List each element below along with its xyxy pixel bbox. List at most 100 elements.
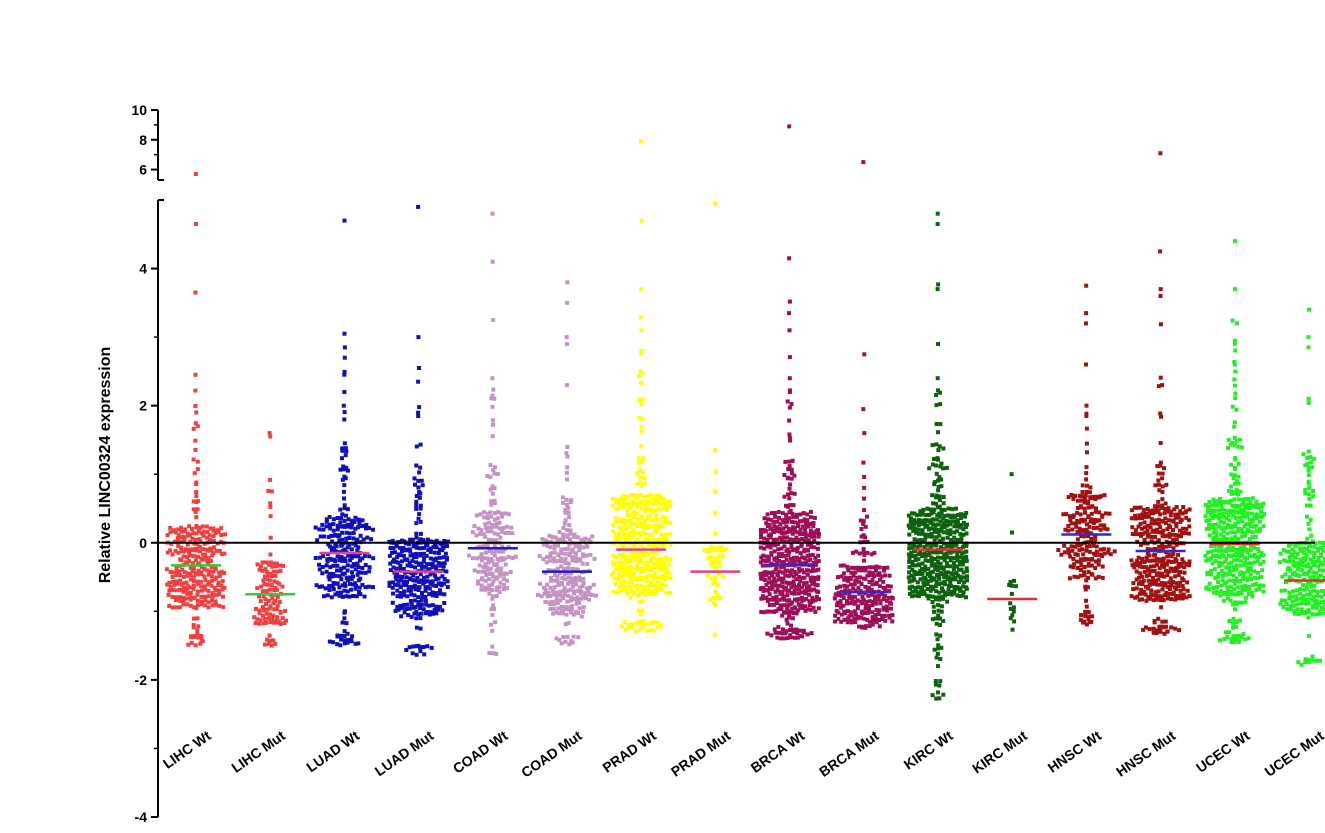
data-point	[941, 466, 945, 471]
data-point	[470, 530, 475, 535]
data-point	[768, 526, 773, 531]
data-point	[330, 539, 335, 544]
data-point	[1232, 424, 1237, 429]
data-point	[1262, 512, 1266, 517]
data-point	[941, 495, 946, 499]
data-point	[191, 499, 196, 504]
data-point	[1091, 543, 1096, 548]
data-point	[787, 124, 792, 129]
data-point	[562, 585, 567, 590]
data-point	[654, 561, 659, 566]
data-point	[657, 501, 662, 506]
data-point	[787, 569, 792, 574]
data-point	[485, 474, 490, 478]
data-point	[555, 578, 560, 583]
data-point	[404, 547, 409, 552]
data-point	[630, 622, 635, 627]
data-point	[923, 513, 928, 518]
data-point	[1248, 500, 1253, 505]
data-point	[1217, 524, 1222, 529]
data-point	[414, 506, 419, 511]
data-point	[1143, 592, 1148, 597]
data-point	[931, 522, 936, 527]
data-point	[766, 517, 771, 522]
data-point	[358, 533, 363, 538]
data-point	[778, 522, 783, 527]
data-point	[1207, 533, 1212, 538]
data-point	[806, 548, 810, 553]
data-point	[192, 554, 197, 559]
data-point	[841, 596, 846, 600]
data-point	[1204, 527, 1209, 531]
data-point	[934, 595, 939, 600]
data-point	[856, 565, 861, 570]
data-point	[639, 444, 644, 449]
data-point	[704, 549, 709, 554]
data-point	[907, 556, 912, 561]
data-point	[416, 204, 421, 209]
data-point	[494, 568, 499, 573]
data-point	[1246, 584, 1251, 589]
data-point	[654, 557, 659, 562]
data-point	[570, 584, 575, 589]
data-point	[851, 573, 856, 578]
data-point	[1151, 528, 1156, 533]
data-point	[1226, 588, 1231, 592]
data-point	[950, 507, 955, 512]
data-point	[1287, 596, 1292, 601]
data-point	[333, 573, 338, 578]
data-point	[943, 593, 947, 598]
data-point	[430, 579, 435, 584]
data-point	[350, 522, 354, 527]
data-point	[1315, 593, 1320, 598]
data-point	[1223, 526, 1228, 531]
data-point	[944, 561, 949, 566]
data-point	[627, 502, 632, 507]
data-point	[1102, 523, 1107, 528]
data-point	[946, 575, 951, 580]
data-point	[1231, 621, 1236, 626]
data-point	[1238, 570, 1243, 575]
data-point	[414, 652, 419, 657]
data-point	[1256, 549, 1261, 554]
data-point	[622, 579, 627, 584]
data-point	[617, 553, 622, 557]
data-point	[964, 549, 969, 554]
data-point	[939, 461, 944, 466]
data-point	[1146, 586, 1150, 591]
data-point	[1160, 383, 1165, 388]
data-point	[1231, 553, 1236, 558]
data-point	[1261, 553, 1266, 558]
data-point	[1219, 583, 1224, 588]
data-point	[341, 464, 346, 469]
data-point	[1168, 566, 1173, 571]
data-point	[1089, 517, 1094, 522]
data-point	[182, 574, 186, 579]
data-point	[629, 521, 634, 526]
data-point	[1238, 510, 1243, 515]
data-point	[437, 547, 442, 552]
data-point	[1248, 548, 1253, 553]
data-point	[1073, 544, 1078, 549]
data-point	[776, 542, 780, 547]
data-point	[633, 629, 638, 634]
data-point	[1163, 521, 1168, 525]
data-point	[1235, 509, 1240, 514]
data-point	[194, 606, 199, 611]
data-point	[783, 459, 788, 464]
data-point	[324, 519, 329, 524]
data-point	[498, 570, 503, 575]
data-point	[1203, 553, 1208, 558]
data-point	[1238, 633, 1243, 638]
data-point	[784, 530, 789, 535]
data-point	[561, 526, 566, 530]
data-point	[579, 596, 584, 601]
data-point	[923, 575, 928, 580]
data-point	[561, 589, 566, 593]
data-point	[1232, 587, 1237, 592]
data-point	[918, 550, 923, 555]
data-point	[569, 607, 574, 612]
data-point	[809, 528, 813, 533]
data-point	[938, 422, 943, 427]
data-point	[770, 528, 775, 533]
